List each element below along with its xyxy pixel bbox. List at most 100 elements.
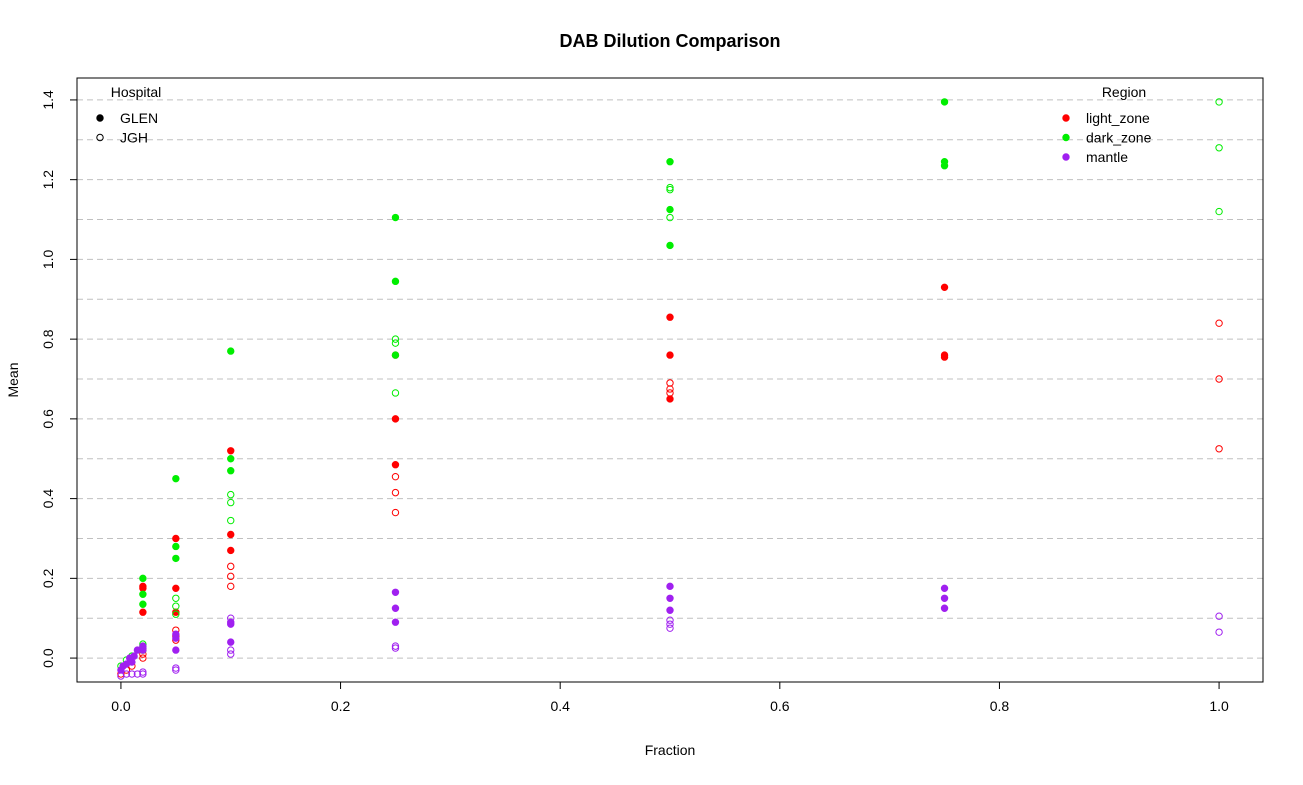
legend-marker-mantle xyxy=(1062,153,1070,161)
point-light_zone-glen xyxy=(172,584,180,593)
point-light_zone-jgh xyxy=(391,488,400,497)
point-dark_zone-jgh xyxy=(227,516,235,525)
point-dark_zone-glen xyxy=(172,542,180,551)
y-tick-label: 0.2 xyxy=(40,568,56,588)
point-light_zone-jgh xyxy=(227,582,235,591)
y-tick-label: 0.0 xyxy=(40,648,56,668)
point-mantle-glen xyxy=(172,630,180,638)
point-light_zone-glen xyxy=(940,351,949,359)
point-mantle-glen xyxy=(666,606,674,614)
point-light_zone-glen xyxy=(666,395,674,403)
x-tick-label: 0.4 xyxy=(550,698,570,714)
point-dark_zone-glen xyxy=(172,474,180,483)
point-dark_zone-glen xyxy=(139,590,147,598)
point-mantle-glen xyxy=(227,638,235,646)
point-light_zone-glen xyxy=(391,415,400,423)
point-dark_zone-jgh xyxy=(1215,98,1223,106)
point-mantle-glen xyxy=(139,642,147,650)
point-mantle-glen xyxy=(940,604,949,612)
legend-marker-glen xyxy=(96,114,104,122)
point-dark_zone-jgh xyxy=(666,213,674,222)
point-light_zone-jgh xyxy=(139,654,147,662)
point-mantle-jgh xyxy=(172,664,180,672)
point-light_zone-glen xyxy=(391,461,400,469)
axes: 0.0 0.2 0.4 0.6 0.8 1.0 0.0 0.2 0.4 0.6 0.8 1.0 1.2 1… xyxy=(40,90,1229,714)
point-dark_zone-glen xyxy=(666,205,674,214)
x-axis-label: Fraction xyxy=(645,742,696,758)
x-tick-label: 1.0 xyxy=(1209,698,1229,714)
legends: Hospital GLEN JGH Region light_zone dark_zone… xyxy=(96,84,1152,165)
legend-label-glen: GLEN xyxy=(120,110,158,126)
point-dark_zone-glen xyxy=(139,574,147,583)
point-dark_zone-glen xyxy=(227,455,235,463)
point-light_zone-jgh xyxy=(1215,375,1223,383)
point-light_zone-jgh xyxy=(666,379,674,387)
point-dark_zone-glen xyxy=(227,347,235,355)
point-dark_zone-jgh xyxy=(1215,144,1223,152)
legend-marker-jgh xyxy=(96,133,104,142)
point-mantle-glen xyxy=(940,594,949,602)
point-light_zone-jgh xyxy=(391,472,400,481)
y-tick-label: 1.2 xyxy=(40,170,56,190)
point-mantle-glen xyxy=(130,652,138,660)
point-dark_zone-glen xyxy=(227,466,235,475)
point-light_zone-glen xyxy=(666,351,674,359)
point-mantle-jgh xyxy=(666,616,674,624)
point-light_zone-glen xyxy=(139,608,147,616)
legend-marker-light-zone xyxy=(1062,114,1070,122)
legend-label-light-zone: light_zone xyxy=(1086,110,1150,126)
point-mantle-glen xyxy=(940,584,949,593)
point-mantle-glen xyxy=(666,582,674,591)
point-mantle-jgh xyxy=(391,642,400,650)
point-dark_zone-glen xyxy=(391,351,400,359)
x-tick-label: 0.6 xyxy=(770,698,790,714)
data-points xyxy=(117,98,1223,680)
point-dark_zone-jgh xyxy=(391,389,400,397)
point-dark_zone-jgh xyxy=(666,185,674,194)
point-dark_zone-jgh xyxy=(1215,207,1223,216)
y-tick-label: 0.4 xyxy=(40,489,56,509)
x-tick-label: 0.0 xyxy=(111,698,131,714)
chart-title: DAB Dilution Comparison xyxy=(560,31,781,51)
point-mantle-jgh xyxy=(139,668,147,676)
point-mantle-jgh xyxy=(128,670,136,678)
point-light_zone-glen xyxy=(172,534,180,543)
point-dark_zone-glen xyxy=(666,158,674,166)
point-mantle-jgh xyxy=(1215,612,1223,620)
point-mantle-jgh xyxy=(227,614,235,622)
point-light_zone-glen xyxy=(139,582,147,591)
point-dark_zone-glen xyxy=(391,277,400,286)
point-light_zone-jgh xyxy=(391,508,400,517)
point-mantle-jgh xyxy=(172,666,180,674)
point-mantle-jgh xyxy=(227,646,235,654)
grid-lines xyxy=(77,99,1263,659)
legend-title-hospital: Hospital xyxy=(111,84,162,100)
point-light_zone-glen xyxy=(227,546,235,555)
point-light_zone-glen xyxy=(940,283,949,292)
legend-label-jgh: JGH xyxy=(120,130,148,146)
point-light_zone-glen xyxy=(227,530,235,539)
point-light_zone-jgh xyxy=(1215,319,1223,327)
point-light_zone-glen xyxy=(666,313,674,321)
point-dark_zone-glen xyxy=(940,98,949,106)
y-tick-label: 1.0 xyxy=(40,249,56,269)
point-dark_zone-jgh xyxy=(227,498,235,507)
point-mantle-glen xyxy=(391,604,400,612)
legend-label-mantle: mantle xyxy=(1086,149,1128,165)
y-tick-label: 0.6 xyxy=(40,409,56,429)
point-light_zone-glen xyxy=(227,447,235,455)
legend-label-dark-zone: dark_zone xyxy=(1086,130,1152,146)
point-dark_zone-jgh xyxy=(172,594,180,602)
point-dark_zone-glen xyxy=(172,554,180,563)
point-light_zone-jgh xyxy=(227,572,235,581)
point-dark_zone-jgh xyxy=(172,602,180,610)
x-tick-label: 0.8 xyxy=(990,698,1010,714)
point-dark_zone-jgh xyxy=(391,335,400,343)
point-light_zone-jgh xyxy=(666,385,674,393)
plot-frame xyxy=(76,77,1264,683)
point-dark_zone-glen xyxy=(940,158,949,166)
point-mantle-jgh xyxy=(666,620,674,628)
point-mantle-jgh xyxy=(227,650,235,658)
